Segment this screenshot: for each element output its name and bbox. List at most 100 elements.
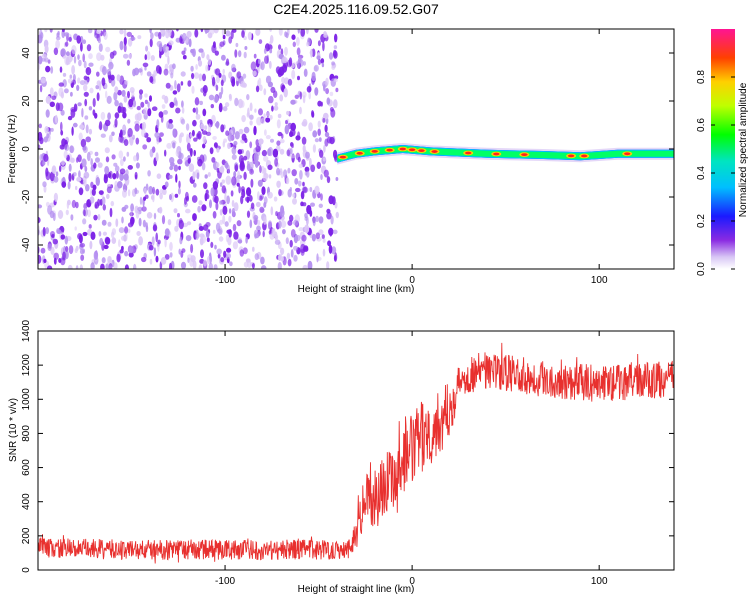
- noise-speck: [276, 140, 280, 145]
- noise-speck: [325, 125, 328, 133]
- noise-speck: [133, 155, 137, 161]
- noise-speck: [43, 154, 48, 162]
- noise-speck: [247, 211, 250, 218]
- noise-speck: [198, 48, 203, 52]
- noise-speck: [86, 124, 89, 133]
- noise-speck: [111, 201, 115, 206]
- noise-speck: [229, 96, 232, 102]
- noise-speck: [106, 156, 109, 162]
- noise-speck: [302, 202, 306, 206]
- noise-speck: [103, 232, 107, 236]
- noise-speck: [163, 110, 168, 115]
- noise-speck: [238, 149, 243, 154]
- snr-line: [38, 343, 674, 564]
- noise-speck: [53, 239, 58, 245]
- noise-speck: [287, 253, 290, 259]
- noise-speck: [117, 74, 121, 81]
- noise-speck: [61, 160, 65, 165]
- noise-speck: [86, 67, 92, 75]
- noise-speck: [278, 73, 282, 78]
- noise-speck: [149, 95, 152, 102]
- noise-speck: [123, 156, 126, 161]
- noise-speck: [218, 73, 221, 78]
- noise-speck: [124, 37, 127, 46]
- snr-x-axis-label: Height of straight line (km): [298, 584, 415, 595]
- noise-speck: [40, 85, 42, 92]
- noise-speck: [162, 95, 166, 100]
- noise-speck: [128, 99, 133, 107]
- noise-speck: [124, 80, 128, 84]
- noise-speck: [277, 119, 281, 128]
- noise-speck: [56, 102, 60, 111]
- noise-speck: [228, 216, 231, 223]
- noise-speck: [253, 215, 258, 220]
- noise-speck: [175, 100, 178, 106]
- noise-speck: [253, 71, 257, 77]
- noise-speck: [143, 63, 149, 68]
- noise-speck: [323, 249, 326, 257]
- noise-speck: [150, 38, 153, 47]
- noise-speck: [122, 189, 127, 198]
- y-tick-label: 200: [21, 527, 32, 544]
- noise-speck: [93, 162, 96, 168]
- noise-speck: [219, 103, 223, 112]
- noise-speck: [214, 95, 218, 103]
- noise-speck: [181, 81, 184, 86]
- noise-speck: [284, 47, 288, 56]
- noise-speck: [145, 54, 148, 60]
- noise-speck: [98, 162, 103, 168]
- noise-speck: [303, 265, 308, 271]
- noise-speck: [260, 257, 265, 265]
- noise-speck: [141, 257, 146, 262]
- noise-speck: [100, 55, 104, 61]
- noise-speck: [226, 248, 231, 253]
- noise-speck: [316, 253, 318, 262]
- noise-speck: [322, 63, 324, 68]
- noise-speck: [266, 112, 270, 116]
- noise-speck: [293, 42, 296, 48]
- y-tick-label: 1400: [21, 319, 32, 342]
- noise-speck: [61, 234, 66, 239]
- noise-speck: [216, 85, 219, 91]
- noise-speck: [228, 229, 232, 238]
- noise-speck: [152, 187, 155, 194]
- noise-speck: [287, 168, 290, 174]
- noise-speck: [47, 243, 51, 251]
- noise-speck: [54, 193, 58, 202]
- noise-speck: [292, 169, 297, 176]
- noise-speck: [105, 237, 110, 245]
- noise-speck: [261, 61, 265, 70]
- noise-speck: [222, 179, 225, 183]
- noise-speck: [124, 29, 127, 38]
- noise-speck: [104, 32, 108, 40]
- noise-speck: [315, 138, 319, 142]
- noise-speck: [65, 236, 68, 245]
- noise-speck: [259, 165, 262, 173]
- noise-speck: [214, 245, 217, 250]
- y-tick-label: 1200: [21, 354, 32, 377]
- noise-speck: [112, 228, 116, 235]
- y-tick-label: 400: [21, 493, 32, 510]
- noise-speck: [295, 135, 300, 140]
- noise-speck: [219, 166, 224, 172]
- noise-speck: [313, 144, 316, 153]
- noise-speck: [69, 37, 72, 42]
- noise-speck: [84, 92, 89, 97]
- noise-speck: [115, 218, 118, 227]
- noise-speck: [182, 33, 187, 41]
- noise-speck: [262, 150, 267, 156]
- noise-speck: [193, 108, 196, 113]
- noise-speck: [42, 54, 47, 58]
- noise-speck: [181, 119, 185, 125]
- noise-speck: [158, 32, 161, 39]
- noise-speck: [202, 144, 205, 149]
- noise-speck: [84, 172, 90, 179]
- noise-speck: [43, 259, 46, 263]
- noise-speck: [249, 120, 252, 125]
- noise-speck: [37, 204, 43, 208]
- noise-speck: [333, 50, 337, 57]
- noise-speck: [246, 258, 251, 262]
- noise-speck: [245, 237, 248, 244]
- noise-speck: [179, 36, 182, 44]
